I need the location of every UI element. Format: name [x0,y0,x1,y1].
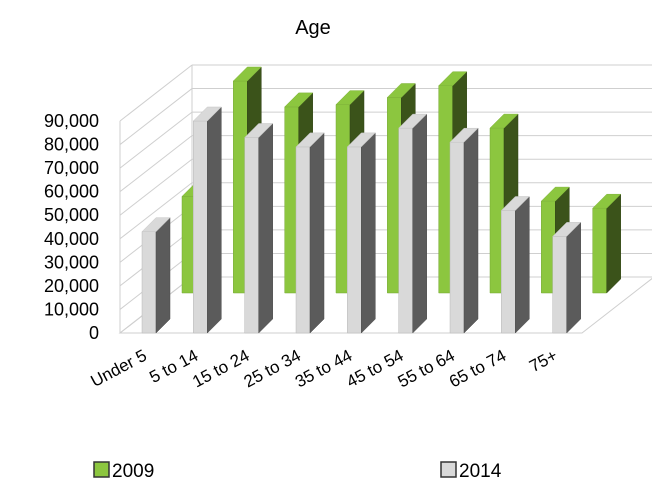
bar-2014-0-top [141,217,171,232]
bar-2014-3-top [295,132,325,148]
bar-2014-7-front [501,210,516,334]
bar-2014-1-side [207,106,222,334]
bar-2014-7-top [500,196,530,211]
bar-2009-2-top [284,92,314,108]
bar-2009-3-top [335,90,365,105]
legend-swatch [440,461,457,478]
y-tick-label: 0 [89,323,99,343]
category-label: 45 to 54 [343,346,406,392]
bar-2014-6-front [449,141,465,334]
bar-2014-8 [552,221,582,334]
bar-2014-0-front [141,231,157,334]
bar-2014-3 [295,132,325,334]
bar-2014-0-side [155,217,171,334]
category-label: 55 to 64 [395,346,458,392]
bar-2014-4 [346,132,376,334]
bar-2009-8-front [592,207,607,294]
category-label: 35 to 44 [292,346,355,392]
legend-label: 2009 [112,461,154,482]
category-label: 65 to 74 [446,346,509,392]
bar-2014-4-side [361,132,376,334]
y-tick-label: 60,000 [44,182,99,202]
bar-2009-8 [592,193,622,294]
legend-swatch [93,461,110,478]
bar-2009-1-top [232,66,262,82]
gridline-side [119,88,193,145]
bar-2014-5-top [398,113,428,129]
bar-2014-1-front [193,120,208,334]
bar-2009-4-top [386,83,416,98]
y-tick-labels: 0 10,000 20,000 30,000 40,000 50,000 60,000 70,… [44,111,99,343]
y-tick-label: 10,000 [44,299,99,319]
y-tick-label: 20,000 [44,276,99,296]
legend-label: 2014 [459,461,502,482]
bar-2014-6 [449,127,479,334]
bar-2009-6-top [489,113,519,129]
y-tick-label: 40,000 [44,229,99,249]
bar-2014-5-side [412,113,427,334]
bar-2014-4-top [346,132,376,148]
gridline-side [119,135,193,193]
bar-2009-5-top [438,71,468,86]
bar-2014-2-front [244,137,259,334]
bar-2014-2 [244,122,274,334]
bar-2014-1 [192,106,222,334]
bar-2009-8-side [606,193,621,294]
y-tick-label: 50,000 [44,205,99,225]
legend: 2009 2014 [93,461,502,482]
legend-item: 2009 [93,461,154,482]
bar-2014-3-side [309,132,325,334]
category-label: 15 to 24 [189,346,252,392]
category-label: 75+ [526,346,560,376]
bar-2014-8-front [552,236,567,334]
chart-title: Age [295,17,331,39]
gridline-side [119,64,193,122]
bar-2014-2-top [244,123,274,138]
bar-2014-2-side [258,122,273,334]
bar-2009-8-top [592,193,622,209]
y-tick-label: 30,000 [44,252,99,272]
bar-2014-6-top [449,127,479,143]
bar-2014-5-front [398,127,413,334]
bar-2014-4-front [347,146,362,334]
y-tick-label: 80,000 [44,135,99,155]
category-label: Under 5 [88,346,150,391]
bar-2014-8-side [566,221,581,334]
legend-item: 2014 [440,461,502,482]
bar-2014-3-front [295,146,311,334]
bar-2014-0 [141,217,171,334]
y-tick-label: 70,000 [44,158,99,178]
bar-2014-1-top [192,106,222,122]
gridline-side [119,111,193,169]
bars [141,66,622,334]
bar-2014-5 [398,113,428,334]
category-label: 25 to 34 [241,346,304,392]
bar-2014-7-side [515,195,530,334]
y-tick-label: 90,000 [44,111,99,131]
bar-2014-8-top [552,222,582,237]
bar-2009-7-top [540,186,570,202]
gridline-side [119,158,193,216]
bar-2014-6-side [463,127,479,334]
bar-2014-7 [500,195,530,334]
gridline-side [119,182,193,240]
